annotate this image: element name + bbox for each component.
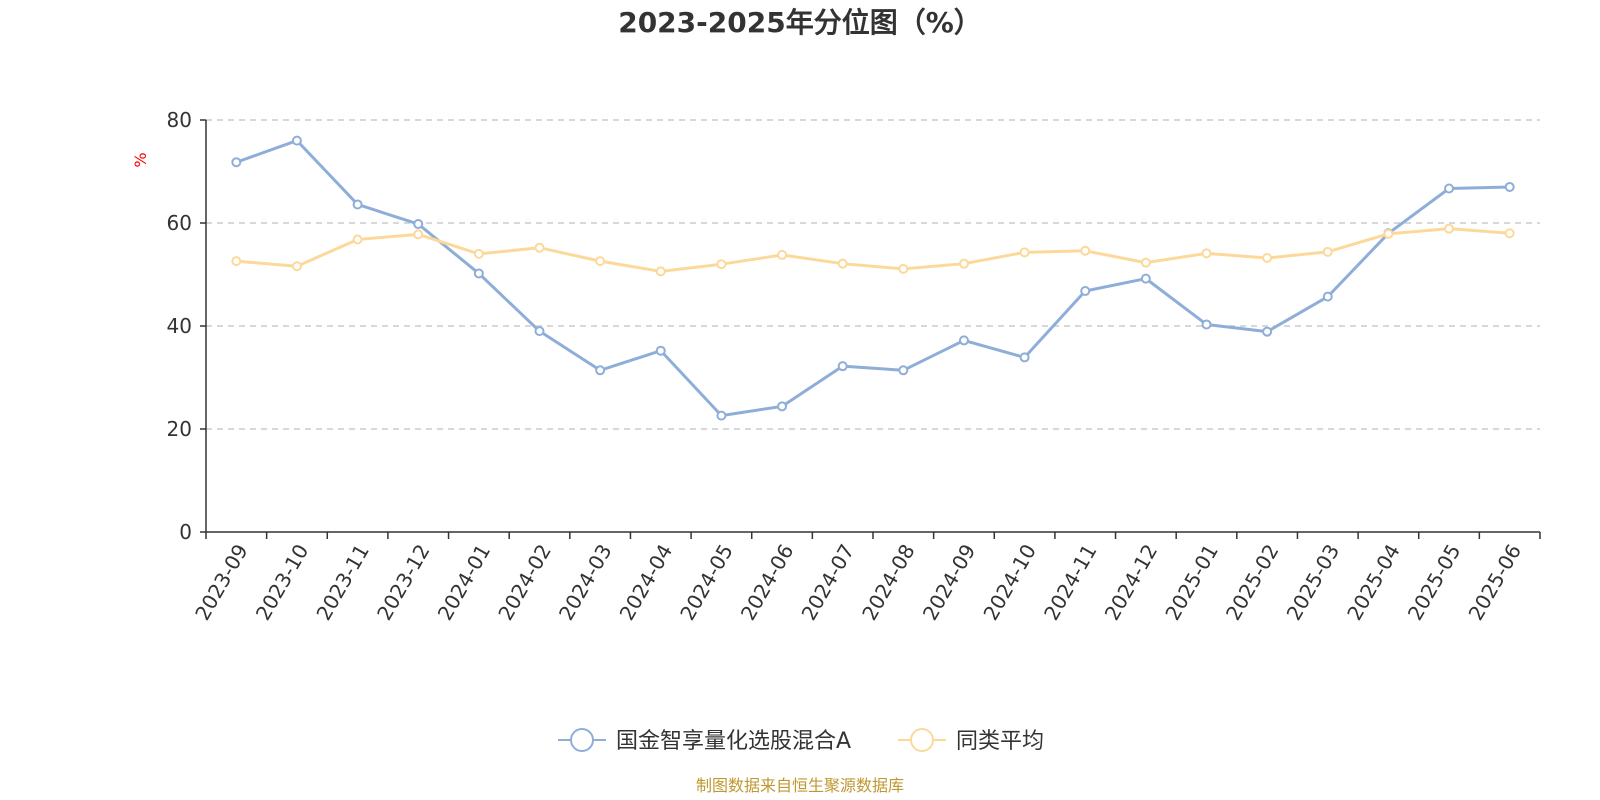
y-axis-unit: %: [131, 152, 150, 167]
x-tick-label: 2024-01: [433, 540, 496, 624]
data-point[interactable]: [1140, 257, 1151, 268]
x-tick-label: 2025-01: [1160, 540, 1223, 624]
data-point[interactable]: [716, 410, 727, 421]
gridlines: [206, 119, 1540, 430]
y-tick-label: 80: [167, 108, 192, 132]
data-point[interactable]: [898, 365, 909, 376]
data-point[interactable]: [837, 361, 848, 372]
legend-marker: [910, 728, 934, 752]
series-1: [231, 135, 1515, 421]
data-point[interactable]: [958, 335, 969, 346]
data-point[interactable]: [898, 263, 909, 274]
y-tick-label: 60: [167, 211, 192, 235]
data-point[interactable]: [473, 268, 484, 279]
x-axis-ticks: 2023-092023-102023-112023-122024-012024-…: [190, 532, 1541, 624]
data-point[interactable]: [534, 242, 545, 253]
legend[interactable]: 国金智享量化选股混合A 同类平均: [558, 728, 1044, 754]
legend-marker: [570, 728, 594, 752]
x-tick-label: 2024-07: [797, 540, 860, 624]
series-2: [231, 223, 1515, 277]
data-point[interactable]: [1019, 247, 1030, 258]
data-point[interactable]: [716, 259, 727, 270]
legend-label: 国金智享量化选股混合A: [616, 729, 851, 754]
x-tick-label: 2025-03: [1282, 540, 1345, 624]
x-tick-label: 2024-12: [1100, 540, 1163, 624]
y-tick-label: 20: [167, 417, 192, 441]
data-point[interactable]: [352, 234, 363, 245]
data-point[interactable]: [413, 219, 424, 230]
x-tick-label: 2024-05: [675, 540, 738, 624]
x-tick-label: 2025-02: [1221, 540, 1284, 624]
data-point[interactable]: [655, 345, 666, 356]
x-tick-label: 2024-02: [493, 540, 556, 624]
chart-title: 2023-2025年分位图（%）: [618, 6, 982, 39]
x-tick-label: 2024-10: [978, 540, 1041, 624]
data-point[interactable]: [595, 365, 606, 376]
data-point[interactable]: [1080, 285, 1091, 296]
x-tick-label: 2024-04: [615, 540, 678, 624]
data-point[interactable]: [1383, 228, 1394, 239]
data-point[interactable]: [837, 258, 848, 269]
x-tick-label: 2024-11: [1039, 540, 1102, 624]
x-tick-label: 2024-09: [918, 540, 981, 624]
x-tick-label: 2023-09: [190, 540, 253, 624]
data-point[interactable]: [1080, 245, 1091, 256]
x-tick-label: 2023-10: [251, 540, 314, 624]
data-point[interactable]: [777, 401, 788, 412]
data-point[interactable]: [958, 258, 969, 269]
legend-item-1[interactable]: 国金智享量化选股混合A: [558, 728, 851, 754]
series-line: [236, 227, 1510, 273]
data-point[interactable]: [413, 229, 424, 240]
data-point[interactable]: [231, 256, 242, 267]
data-point[interactable]: [1262, 253, 1273, 264]
data-point[interactable]: [655, 266, 666, 277]
y-axis-ticks: 0 20 40 60 80: [167, 108, 206, 544]
data-point[interactable]: [595, 256, 606, 267]
data-point[interactable]: [291, 261, 302, 272]
data-point[interactable]: [1201, 248, 1212, 259]
data-point[interactable]: [1504, 228, 1515, 239]
y-tick-label: 40: [167, 314, 192, 338]
data-point[interactable]: [1504, 181, 1515, 192]
data-point[interactable]: [1019, 352, 1030, 363]
x-tick-label: 2025-04: [1342, 540, 1405, 624]
data-point[interactable]: [291, 135, 302, 146]
data-point[interactable]: [534, 326, 545, 337]
data-point[interactable]: [777, 249, 788, 260]
data-point[interactable]: [1444, 223, 1455, 234]
x-tick-label: 2024-03: [554, 540, 617, 624]
x-tick-label: 2024-08: [857, 540, 920, 624]
data-point[interactable]: [352, 199, 363, 210]
y-tick-label: 0: [179, 520, 192, 544]
series-group: [231, 135, 1515, 421]
data-point[interactable]: [1201, 319, 1212, 330]
x-tick-label: 2024-06: [736, 540, 799, 624]
x-tick-label: 2025-06: [1464, 540, 1527, 624]
data-point[interactable]: [1262, 326, 1273, 337]
data-point[interactable]: [1444, 183, 1455, 194]
x-tick-label: 2023-12: [372, 540, 435, 624]
source-note: 制图数据来自恒生聚源数据库: [696, 776, 904, 795]
x-tick-label: 2023-11: [311, 540, 374, 624]
data-point[interactable]: [473, 248, 484, 259]
legend-item-2[interactable]: 同类平均: [898, 728, 1044, 754]
data-point[interactable]: [231, 157, 242, 168]
data-point[interactable]: [1140, 273, 1151, 284]
legend-label: 同类平均: [956, 729, 1044, 754]
data-point[interactable]: [1322, 291, 1333, 302]
data-point[interactable]: [1322, 246, 1333, 257]
x-tick-label: 2025-05: [1403, 540, 1466, 624]
series-line: [235, 139, 1510, 418]
